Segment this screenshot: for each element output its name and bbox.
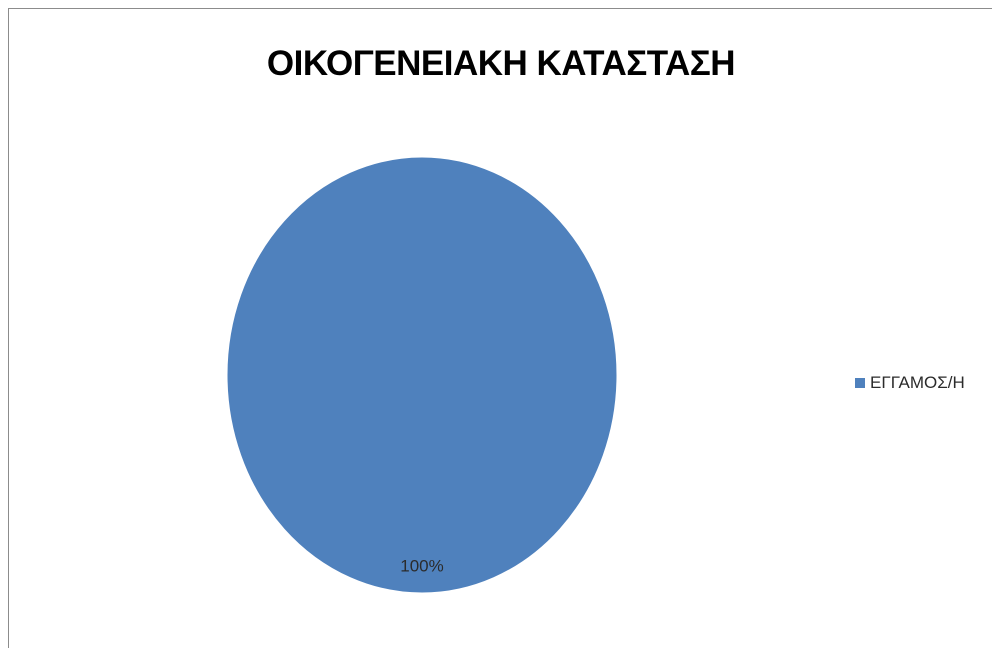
pie-slice — [226, 156, 618, 594]
pie-chart: 100% — [226, 156, 618, 594]
chart-area: ΟΙΚΟΓΕΝΕΙΑΚΗ ΚΑΤΑΣΤΑΣΗ 100% ΕΓΓΑΜΟΣ/Η — [8, 8, 992, 648]
chart-title: ΟΙΚΟΓΕΝΕΙΑΚΗ ΚΑΤΑΣΤΑΣΗ — [266, 44, 736, 83]
data-label: 100% — [400, 556, 443, 575]
legend: ΕΓΓΑΜΟΣ/Η — [855, 373, 965, 393]
legend-swatch — [855, 378, 865, 388]
legend-label: ΕΓΓΑΜΟΣ/Η — [870, 373, 965, 392]
